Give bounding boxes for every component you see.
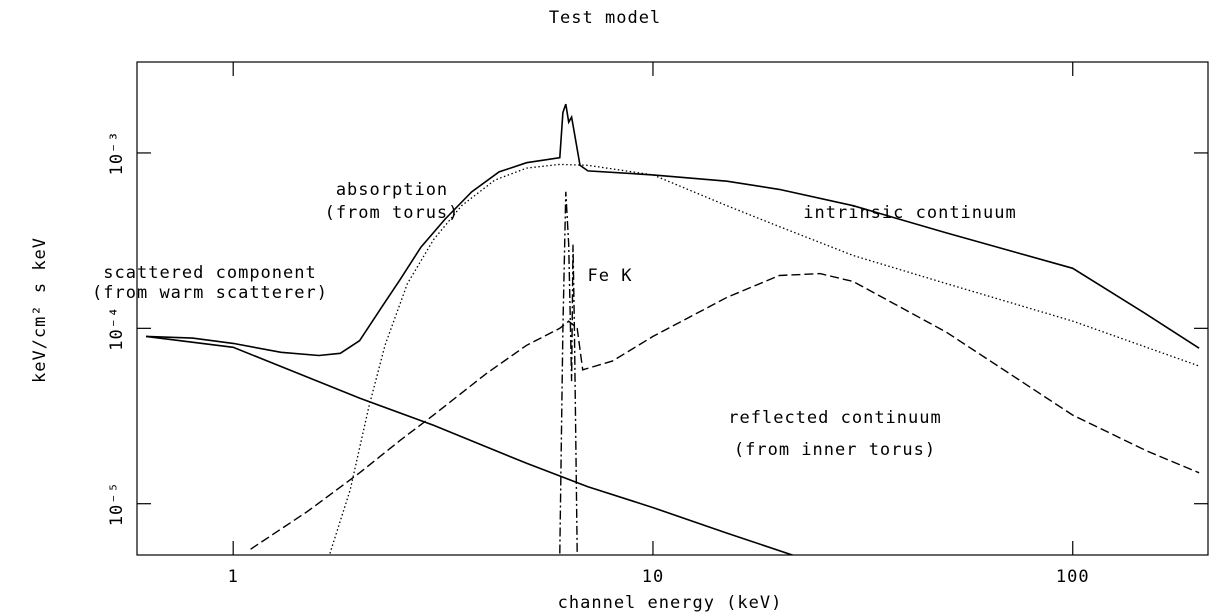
x-tick-label: 100 xyxy=(1056,567,1090,587)
x-axis-label: channel energy (keV) xyxy=(558,593,783,613)
annotation: Fe K xyxy=(588,266,633,286)
y-tick-label: 10⁻³ xyxy=(107,130,127,175)
annotation: reflected continuum xyxy=(728,408,941,428)
annotation: absorption xyxy=(336,180,448,200)
x-tick-label: 10 xyxy=(642,567,664,587)
annotation: (from inner torus) xyxy=(734,440,936,460)
annotation: (from torus) xyxy=(325,203,460,223)
chart-title: Test model xyxy=(549,8,661,28)
series-line xyxy=(145,103,1200,357)
series-line xyxy=(329,163,1200,554)
y-tick-label: 10⁻⁴ xyxy=(107,306,127,351)
series-line xyxy=(145,335,795,555)
series-line xyxy=(250,272,1200,550)
curves xyxy=(145,103,1200,555)
annotation: intrinsic continuum xyxy=(803,203,1016,223)
y-axis-label: keV/cm² s keV xyxy=(30,237,50,383)
annotation: (from warm scatterer) xyxy=(92,283,328,303)
series-line xyxy=(559,191,578,554)
plot-frame xyxy=(136,61,1209,556)
annotation: scattered component xyxy=(103,263,316,283)
x-tick-label: 1 xyxy=(228,567,239,587)
y-tick-label: 10⁻⁵ xyxy=(107,481,127,526)
